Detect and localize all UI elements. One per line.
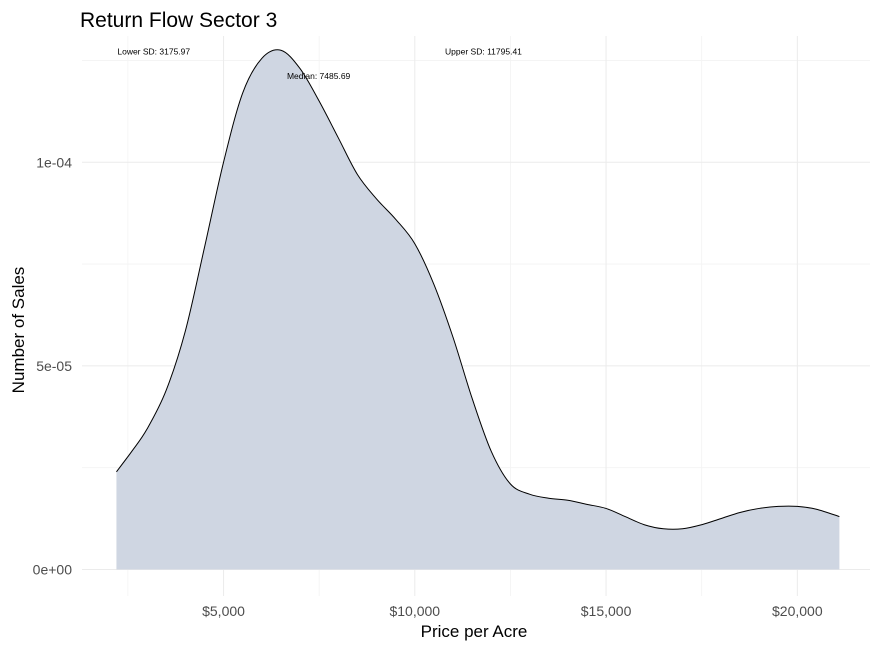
annotation-label: Median: 7485.69 [287,71,351,81]
y-axis-title: Number of Sales [9,267,28,394]
x-tick-label: $20,000 [772,603,823,619]
x-tick-labels: $5,000 $10,000 $15,000 $20,000 [202,603,823,619]
y-tick-labels: 0e+00 5e-05 1e-04 [33,154,73,577]
y-tick-label: 5e-05 [36,358,72,374]
y-tick-label: 1e-04 [36,154,72,170]
chart-title: Return Flow Sector 3 [80,9,277,32]
x-tick-label: $15,000 [581,603,632,619]
annotation-label: Upper SD: 11795.41 [445,46,522,56]
x-axis-title: Price per Acre [421,622,528,641]
annotation-label: Lower SD: 3175.97 [117,46,190,56]
x-tick-label: $10,000 [389,603,440,619]
annotations: Lower SD: 3175.97 Median: 7485.69 Upper SD… [117,46,522,80]
density-line [116,49,840,530]
y-tick-label: 0e+00 [33,562,73,578]
density-area [116,49,840,570]
x-tick-label: $5,000 [202,603,245,619]
